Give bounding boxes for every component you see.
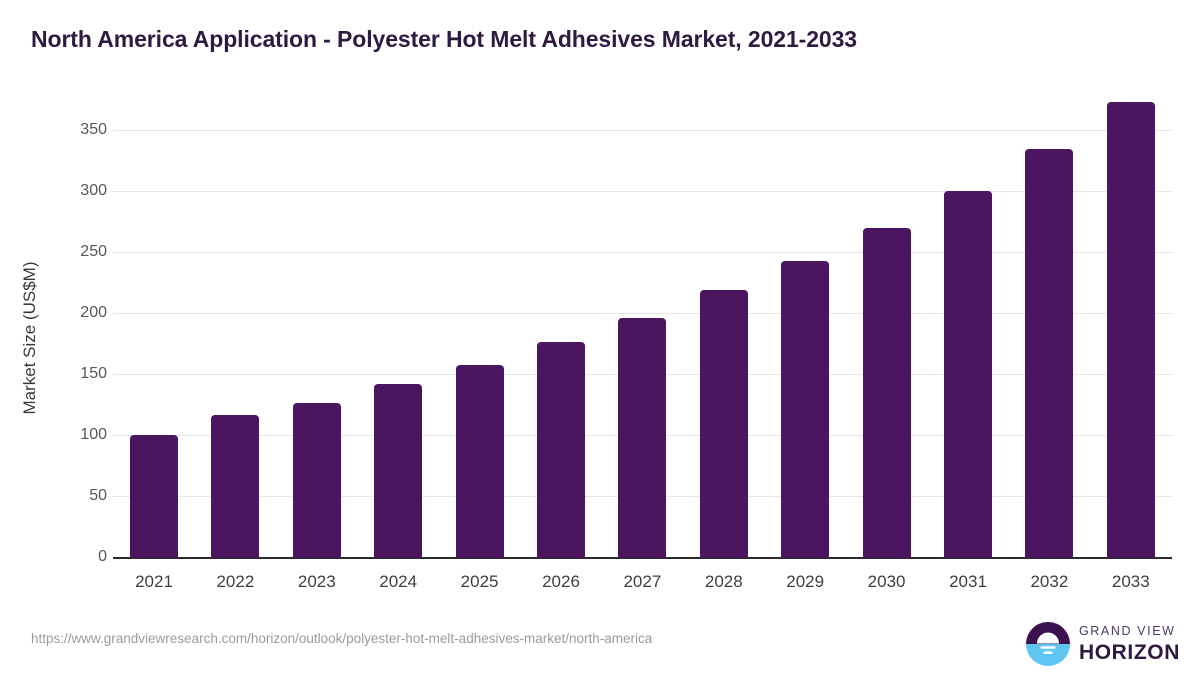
bar[interactable] [1106, 102, 1155, 558]
y-axis-tick-label: 300 [80, 182, 107, 200]
bar[interactable] [862, 227, 911, 558]
x-axis-tick-label: 2027 [623, 572, 662, 591]
y-axis-title: Market Size (US$M) [20, 261, 39, 415]
bar[interactable] [944, 191, 992, 558]
x-axis-tick-label: 2023 [297, 572, 336, 591]
y-axis-tick-label: 250 [80, 243, 107, 261]
x-axis-tick-label: 2022 [216, 572, 255, 591]
gridline [113, 191, 1172, 193]
y-axis-tick-label: 200 [80, 304, 107, 322]
y-axis-tick-label: 350 [80, 121, 107, 139]
gridline [113, 252, 1172, 254]
y-axis-tick-label: 100 [80, 426, 107, 444]
bar-series [113, 100, 1172, 558]
y-axis-tick-labels: 0 50 100 150 200 250 300 350 [0, 0, 107, 675]
y-axis-tick-label: 50 [89, 487, 107, 505]
bar[interactable] [699, 289, 748, 558]
page-title: North America Application - Polyester Ho… [31, 26, 857, 52]
logo-wordmark: GRAND VIEW HORIZON [1079, 625, 1180, 663]
bar[interactable] [455, 365, 504, 558]
x-axis-tick-label: 2033 [1111, 572, 1150, 591]
x-axis-tick-label: 2025 [460, 572, 499, 591]
logo-line-2: HORIZON [1078, 640, 1180, 664]
bar[interactable] [618, 317, 667, 558]
bar[interactable] [374, 383, 423, 558]
bar[interactable] [781, 260, 830, 558]
x-axis-tick-label: 2030 [867, 572, 906, 591]
x-axis-tick-label: 2031 [949, 572, 987, 591]
source-url[interactable]: https://www.grandviewresearch.com/horizo… [31, 631, 653, 646]
y-axis-tick-label: 0 [98, 548, 107, 565]
x-axis-tick-label: 2028 [704, 572, 743, 591]
bar[interactable] [292, 403, 341, 558]
y-axis-tick-label: 150 [80, 365, 107, 383]
gridline [113, 313, 1172, 315]
horizon-sunrise-icon [1025, 622, 1070, 666]
bar[interactable] [211, 415, 260, 558]
x-axis-line [113, 557, 1172, 559]
gridline [113, 130, 1172, 132]
x-axis-tick-label: 2032 [1030, 572, 1069, 591]
grand-view-horizon-logo[interactable]: GRAND VIEW HORIZON [1025, 620, 1180, 668]
x-axis-tick-label: 2024 [379, 572, 418, 591]
bar[interactable] [1025, 148, 1074, 558]
bar[interactable] [130, 434, 178, 558]
x-axis-tick-label: 2021 [135, 572, 173, 591]
logo-line-1: GRAND VIEW [1078, 624, 1176, 639]
x-axis-tick-label: 2029 [786, 572, 825, 591]
x-axis-tick-label: 2026 [542, 572, 580, 591]
bar[interactable] [537, 342, 585, 558]
